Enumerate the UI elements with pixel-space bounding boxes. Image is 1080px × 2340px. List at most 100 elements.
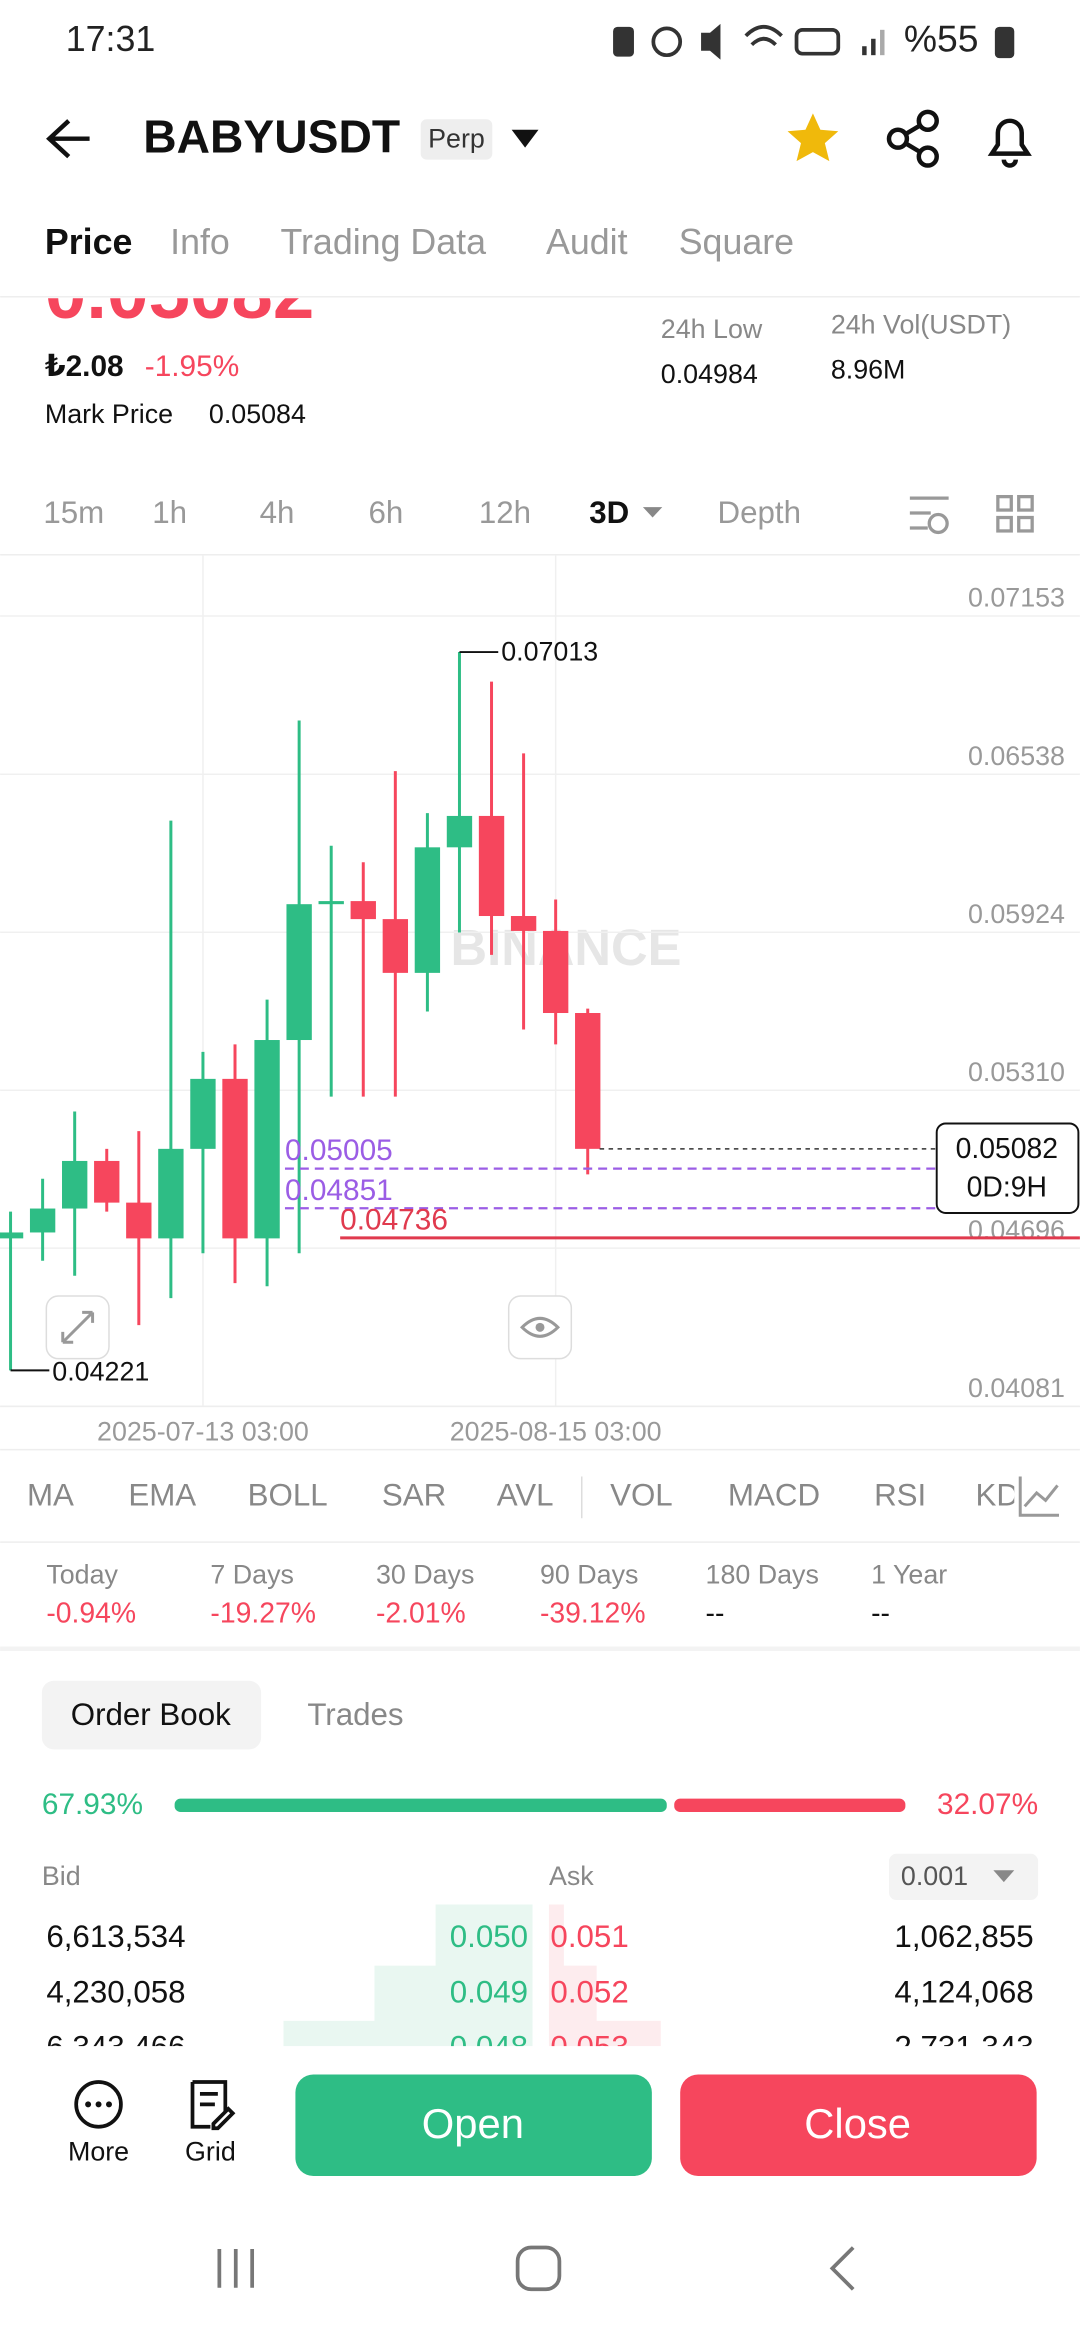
badge-bg: [420, 119, 493, 160]
period-label: 1 Year: [871, 1559, 947, 1589]
order-book-rows: 6,613,534 0.050 0.051 1,062,855 4,230,058 0.0…: [46, 1919, 1033, 2064]
close-button[interactable]: [680, 2074, 1037, 2176]
depth-bars: [283, 1904, 661, 2047]
low-label: 0.04221: [52, 1356, 149, 1386]
layout-button[interactable]: [996, 494, 1034, 533]
favorite-star[interactable]: [787, 113, 839, 162]
indicator[interactable]: MACD: [728, 1478, 820, 1513]
share-button[interactable]: [886, 109, 939, 168]
indicator[interactable]: VOL: [610, 1478, 673, 1513]
candle-body: [414, 847, 441, 973]
close-label[interactable]: Close: [804, 2100, 911, 2147]
interval[interactable]: 6h: [368, 495, 403, 530]
nav-home[interactable]: [515, 2245, 562, 2292]
bid-amount: 6,613,534: [46, 1919, 185, 1954]
y-tick-label: 0.06538: [968, 741, 1065, 771]
more-label[interactable]: More: [68, 2137, 129, 2167]
trades-tab[interactable]: Trades: [307, 1697, 403, 1732]
period-change: --: [871, 1598, 890, 1630]
price-line-label: 0.05005: [285, 1134, 393, 1167]
interval[interactable]: 1h: [152, 495, 187, 530]
candle-body: [350, 901, 376, 920]
tab[interactable]: Price: [45, 222, 133, 262]
open-button[interactable]: [295, 2074, 652, 2176]
mark-value: 0.05084: [209, 399, 306, 429]
badge: Perp: [428, 123, 485, 153]
candle-body: [222, 1078, 248, 1239]
precision-bg[interactable]: [888, 1853, 1039, 1901]
tab-bar: Price Info Trading Data Audit Square: [45, 222, 794, 262]
interval[interactable]: Depth: [717, 495, 801, 530]
y-tick-label: 0.05924: [968, 899, 1065, 929]
more-button[interactable]: [74, 2080, 123, 2129]
precision[interactable]: 0.001: [901, 1861, 968, 1891]
bid-amount: 4,230,058: [46, 1974, 185, 2009]
alert-button[interactable]: [987, 118, 1032, 168]
period-change: --: [706, 1598, 725, 1630]
y-tick-label: 0.04696: [968, 1215, 1065, 1245]
tab[interactable]: Trading Data: [280, 222, 486, 262]
interval[interactable]: 3D: [589, 495, 629, 530]
candle-body: [510, 916, 537, 931]
indicator-settings[interactable]: [1018, 1476, 1060, 1517]
candle-body: [446, 815, 473, 848]
back-button[interactable]: [46, 119, 90, 159]
last-price-box: [935, 1122, 1080, 1214]
performance: Today -0.94% 7 Days -19.27% 30 Days -2.01% 90 …: [46, 1559, 947, 1629]
nav-back[interactable]: [829, 2246, 855, 2291]
fullscreen-button[interactable]: [45, 1295, 110, 1360]
bid-label: Bid: [42, 1861, 81, 1891]
indicator[interactable]: SAR: [382, 1478, 446, 1513]
bid-price: 0.048: [450, 2029, 528, 2064]
interval[interactable]: 15m: [43, 495, 104, 530]
indicator[interactable]: MA: [27, 1478, 74, 1513]
indicator[interactable]: AVL: [497, 1478, 554, 1513]
candle-body: [0, 1232, 24, 1239]
tab[interactable]: Audit: [546, 222, 628, 262]
order-book-tab[interactable]: Order Book: [71, 1697, 231, 1732]
grid-button[interactable]: [190, 2080, 236, 2131]
indicator-bar: MA EMA BOLL SAR AVL VOL MACD RSI KDJ: [27, 1478, 1034, 1513]
bid-price: 0.050: [450, 1919, 528, 1954]
y-tick-label: 0.04081: [968, 1373, 1065, 1403]
interval-dropdown[interactable]: [642, 507, 663, 518]
chart-settings[interactable]: [909, 496, 949, 535]
clock: 17:31: [66, 19, 156, 59]
symbol-dropdown[interactable]: [511, 129, 539, 148]
visibility-button[interactable]: [507, 1295, 573, 1360]
price-line-label: 0.04851: [285, 1174, 393, 1207]
bid-amount: 6,343,466: [46, 2029, 185, 2064]
ask-amount: 2,731,343: [894, 2029, 1033, 2064]
candle-body: [575, 1013, 601, 1149]
x-tick-label: 2025-07-13 03:00: [97, 1416, 309, 1446]
tab[interactable]: Square: [679, 222, 794, 262]
ask-price: 0.051: [550, 1919, 628, 1954]
indicator[interactable]: EMA: [128, 1478, 196, 1513]
candle-body: [542, 930, 569, 1014]
candle-body: [94, 1160, 120, 1203]
battery-level: %55: [904, 18, 979, 60]
ask-amount: 4,124,068: [894, 1974, 1033, 2009]
candlestick-chart: BINANCE0.071530.065380.059240.053100.046…: [0, 554, 1080, 1446]
symbol[interactable]: BABYUSDT: [143, 110, 400, 162]
ask-price: 0.053: [550, 2029, 628, 2064]
high-label: 0.07013: [501, 637, 598, 667]
interval[interactable]: 4h: [260, 495, 295, 530]
grid-label[interactable]: Grid: [185, 2137, 236, 2167]
period-label: 180 Days: [706, 1559, 819, 1589]
bid-ratio-bar: [174, 1798, 667, 1813]
indicator[interactable]: RSI: [874, 1478, 926, 1513]
indicator[interactable]: BOLL: [248, 1478, 328, 1513]
price-change: -1.95%: [145, 350, 239, 383]
period-label: 90 Days: [540, 1559, 638, 1589]
nav-recents[interactable]: [217, 2249, 255, 2288]
interval[interactable]: 12h: [479, 495, 531, 530]
open-label[interactable]: Open: [422, 2100, 524, 2147]
last-price-label: 0.05082: [956, 1133, 1058, 1165]
indicator[interactable]: KDJ: [975, 1478, 1034, 1513]
vol-label: 24h Vol(USDT): [831, 310, 1011, 340]
candle-body: [158, 1148, 184, 1239]
precision-dropdown[interactable]: [993, 1870, 1015, 1883]
tab[interactable]: Info: [170, 222, 230, 262]
